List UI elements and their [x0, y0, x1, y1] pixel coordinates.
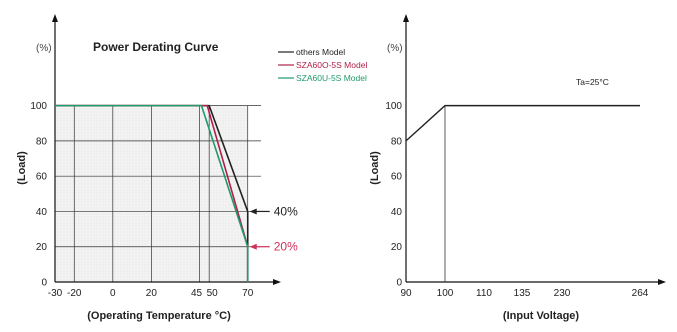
left-annotation-label-0: 40% — [274, 204, 298, 218]
left-y-tick-label: 80 — [36, 136, 48, 147]
right-y-axis-label: (Load) — [369, 151, 381, 185]
right-condition-label: Ta=25°C — [576, 77, 609, 87]
left-x-tick-label: -30 — [48, 288, 63, 299]
left-y-axis-label: (Load) — [16, 151, 28, 185]
left-chart-title: Power Derating Curve — [93, 40, 219, 54]
right-y-tick-label: 100 — [385, 101, 402, 112]
left-x-tick-label: -20 — [67, 288, 82, 299]
right-y-unit: (%) — [387, 43, 403, 54]
left-annotation-arrowhead-0 — [249, 208, 257, 215]
right-y-tick-label: 80 — [391, 136, 403, 147]
right-x-tick-label: 264 — [632, 288, 649, 299]
left-y-tick-label: 20 — [36, 242, 48, 253]
right-y-tick-label: 40 — [391, 207, 403, 218]
left-legend-label-1: SZA60O-5S Model — [296, 60, 367, 70]
left-x-axis-label: (Operating Temperature °C) — [87, 310, 231, 322]
right-y-tick-label: 20 — [391, 242, 403, 253]
right-x-axis-label: (Input Voltage) — [503, 310, 580, 322]
right-series-line-0 — [405, 104, 640, 142]
left-legend-label-0: others Model — [296, 47, 345, 57]
left-annotation-arrowhead-1 — [249, 243, 257, 250]
left-x-tick-label: 20 — [146, 288, 158, 299]
left-x-tick-label: 45 — [191, 288, 203, 299]
right-y-tick-label: 0 — [396, 278, 402, 289]
right-x-tick-label: 90 — [400, 288, 412, 299]
left-x-tick-label: 50 — [207, 288, 219, 299]
right-x-tick-label: 135 — [514, 288, 531, 299]
left-annotation-label-1: 20% — [274, 240, 298, 254]
left-y-tick-label: 40 — [36, 207, 48, 218]
left-y-axis-arrow — [52, 14, 58, 22]
left-y-tick-label: 0 — [41, 278, 47, 289]
left-y-tick-label: 100 — [30, 101, 47, 112]
left-y-unit: (%) — [36, 43, 52, 54]
left-x-tick-label: 0 — [110, 288, 116, 299]
left-legend-label-2: SZA60U-5S Model — [296, 73, 367, 83]
left-y-tick-label: 60 — [36, 172, 48, 183]
left-x-tick-label: 70 — [242, 288, 254, 299]
right-x-tick-label: 100 — [437, 288, 454, 299]
right-x-tick-label: 230 — [554, 288, 571, 299]
left-x-axis-arrow — [273, 279, 281, 285]
right-x-tick-label: 110 — [476, 288, 492, 299]
left-series-line-2 — [55, 104, 249, 282]
right-y-tick-label: 60 — [391, 172, 403, 183]
right-y-axis-arrow — [403, 14, 409, 22]
right-x-axis-arrow — [658, 279, 666, 285]
